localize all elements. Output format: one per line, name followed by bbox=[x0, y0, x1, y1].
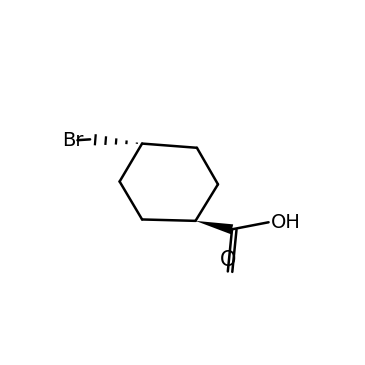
Polygon shape bbox=[196, 221, 233, 234]
Text: OH: OH bbox=[271, 213, 301, 232]
Text: Br: Br bbox=[62, 131, 84, 150]
Text: O: O bbox=[220, 250, 236, 270]
